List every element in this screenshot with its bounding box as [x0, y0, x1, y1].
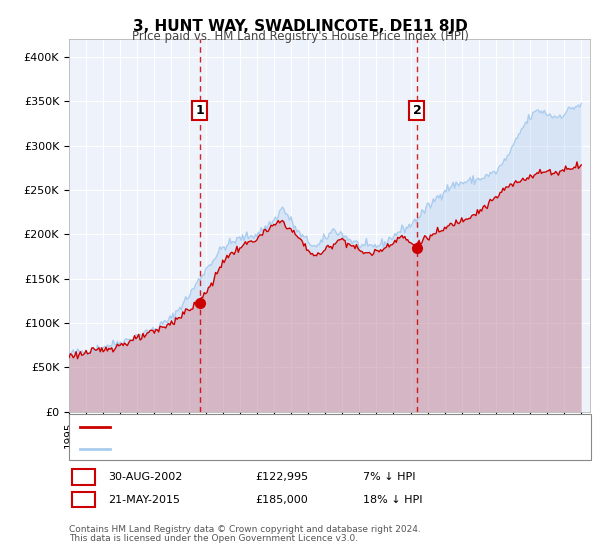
Text: 3, HUNT WAY, SWADLINCOTE, DE11 8JD (detached house): 3, HUNT WAY, SWADLINCOTE, DE11 8JD (deta… [114, 422, 415, 432]
Text: 30-AUG-2002: 30-AUG-2002 [108, 472, 182, 482]
Text: Price paid vs. HM Land Registry's House Price Index (HPI): Price paid vs. HM Land Registry's House … [131, 30, 469, 43]
Text: £185,000: £185,000 [255, 494, 308, 505]
Text: 1: 1 [80, 472, 87, 482]
Text: 2: 2 [80, 494, 87, 505]
Text: HPI: Average price, detached house, South Derbyshire: HPI: Average price, detached house, Sout… [114, 444, 398, 454]
Text: 7% ↓ HPI: 7% ↓ HPI [363, 472, 415, 482]
Text: Contains HM Land Registry data © Crown copyright and database right 2024.: Contains HM Land Registry data © Crown c… [69, 525, 421, 534]
Text: 21-MAY-2015: 21-MAY-2015 [108, 494, 180, 505]
Text: 1: 1 [195, 104, 204, 116]
Text: £122,995: £122,995 [255, 472, 308, 482]
Text: 3, HUNT WAY, SWADLINCOTE, DE11 8JD: 3, HUNT WAY, SWADLINCOTE, DE11 8JD [133, 19, 467, 34]
Text: This data is licensed under the Open Government Licence v3.0.: This data is licensed under the Open Gov… [69, 534, 358, 543]
Text: 18% ↓ HPI: 18% ↓ HPI [363, 494, 422, 505]
Text: 2: 2 [413, 104, 421, 116]
